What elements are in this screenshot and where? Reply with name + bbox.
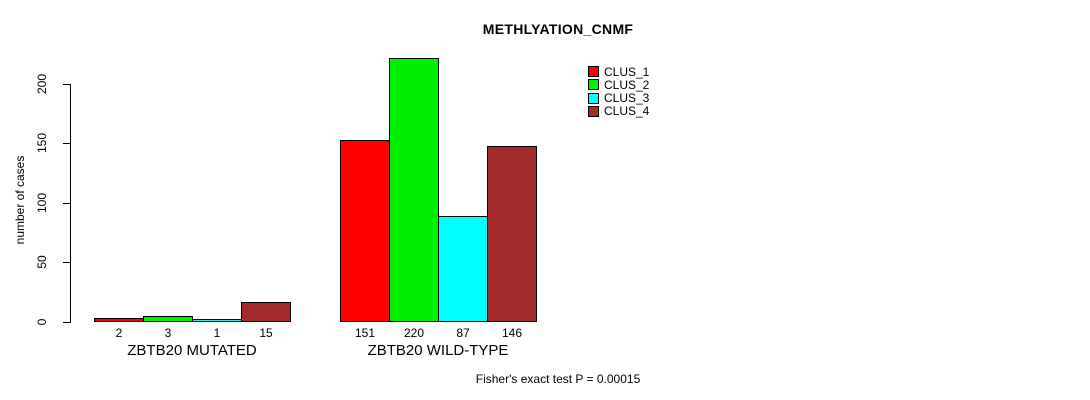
bar-clus_1 — [340, 140, 390, 322]
bar-value-label: 3 — [164, 326, 172, 340]
legend-label-clus_1: CLUS_1 — [604, 64, 650, 79]
y-tick-label: 50 — [35, 255, 49, 270]
chart-title: METHLYATION_CNMF — [482, 21, 634, 37]
y-tick — [63, 83, 70, 85]
legend-swatch-clus_2 — [588, 79, 599, 91]
bar-clus_2 — [389, 58, 439, 322]
bar-value-label: 151 — [354, 326, 376, 340]
y-tick — [63, 202, 70, 204]
y-tick — [63, 143, 70, 145]
y-tick-label: 200 — [35, 73, 49, 94]
bar-clus_4 — [487, 146, 537, 322]
bar-value-label: 1 — [213, 326, 221, 340]
y-tick-label: 150 — [35, 133, 49, 154]
group-label: ZBTB20 MUTATED — [127, 342, 257, 359]
y-tick — [63, 262, 70, 264]
fisher-test-annotation: Fisher's exact test P = 0.00015 — [475, 372, 641, 386]
bar-value-label: 15 — [259, 326, 273, 340]
group-label: ZBTB20 WILD-TYPE — [367, 342, 509, 359]
y-tick — [63, 322, 70, 323]
legend-label-clus_2: CLUS_2 — [604, 77, 650, 92]
bar-clus_3 — [438, 216, 488, 322]
bar-clus_4 — [241, 302, 291, 322]
bar-clus_3 — [192, 319, 242, 322]
bar-clus_1 — [94, 318, 144, 322]
bar-value-label: 146 — [501, 326, 523, 340]
y-tick-label: 0 — [35, 318, 49, 326]
y-axis-line — [70, 83, 71, 323]
bar-value-label: 87 — [456, 326, 470, 340]
legend-label-clus_3: CLUS_3 — [604, 91, 650, 106]
legend-swatch-clus_4 — [588, 105, 599, 117]
legend-label-clus_4: CLUS_4 — [604, 104, 650, 119]
legend-swatch-clus_1 — [588, 66, 599, 77]
y-tick-label: 100 — [35, 192, 49, 213]
bar-value-label: 2 — [115, 326, 123, 340]
bar-clus_2 — [143, 316, 193, 322]
legend-swatch-clus_3 — [588, 92, 599, 104]
bar-value-label: 220 — [403, 326, 425, 340]
